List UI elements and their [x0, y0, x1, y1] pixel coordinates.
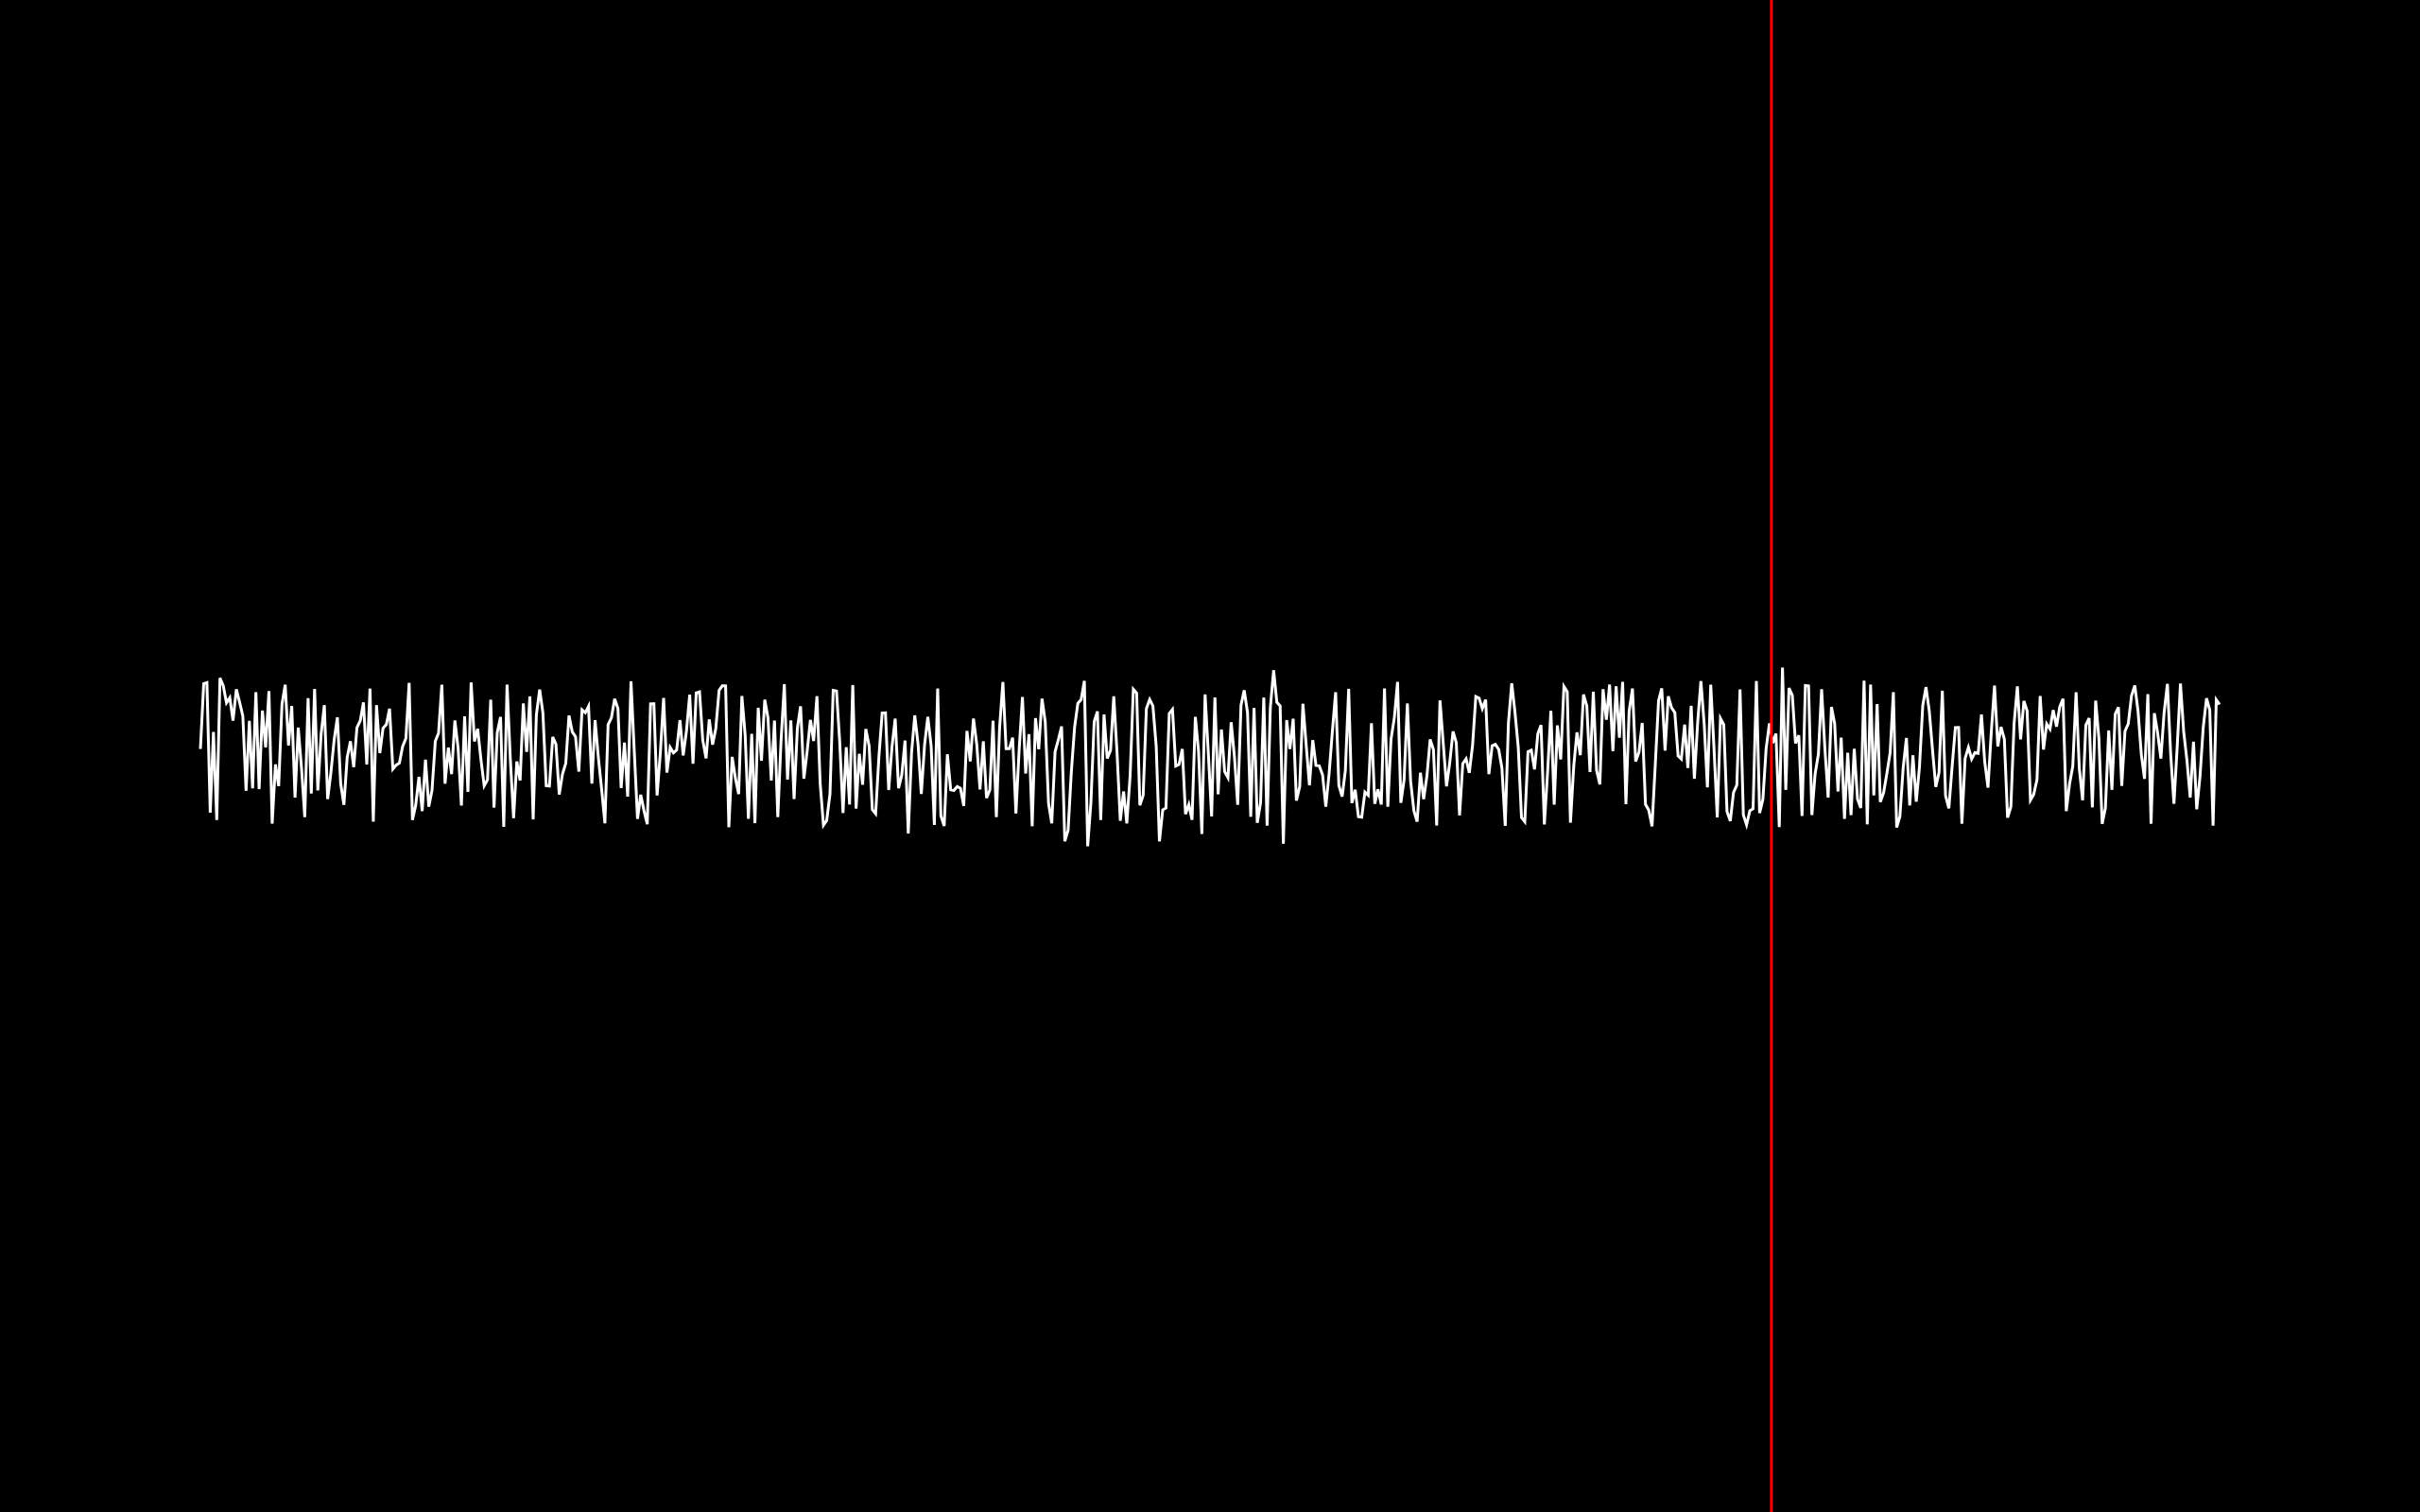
audio-waveform[interactable] — [199, 667, 2221, 847]
